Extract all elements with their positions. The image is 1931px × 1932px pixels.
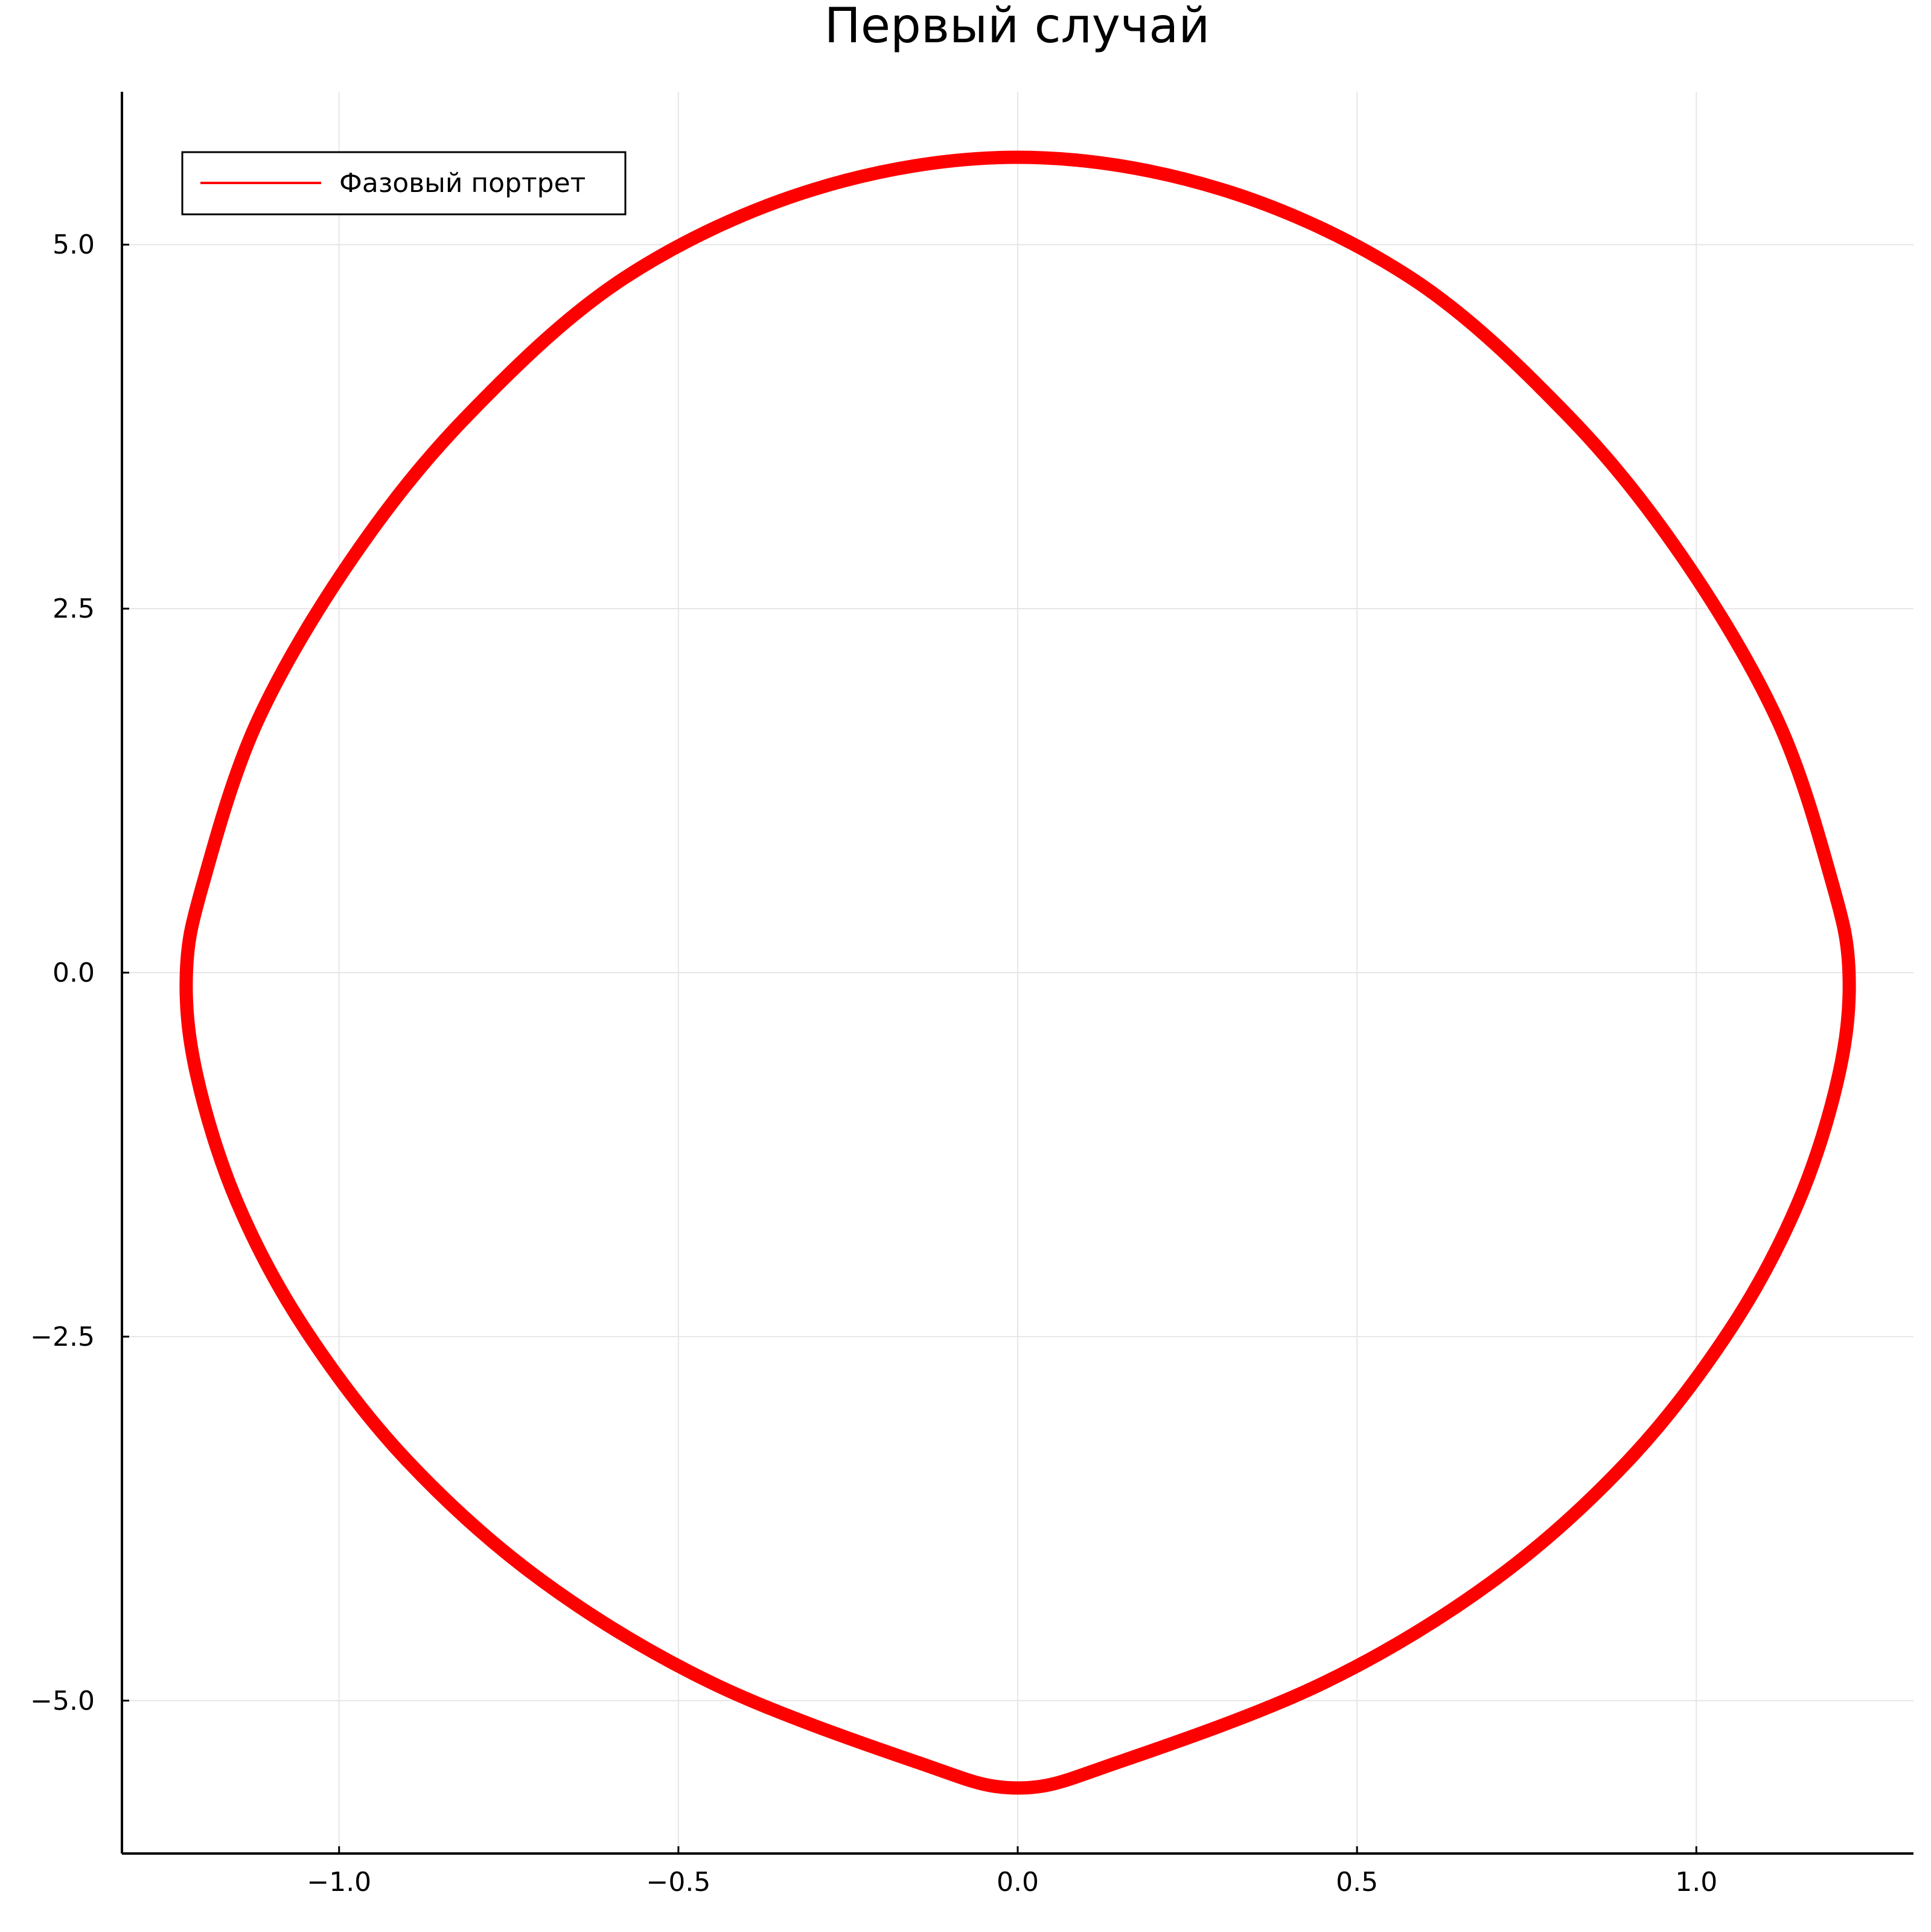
legend: Фазовый портрет	[181, 151, 627, 216]
y-tick-label: −2.5	[30, 1322, 95, 1352]
y-tick-label: −5.0	[30, 1686, 95, 1716]
x-tick-label: −0.5	[646, 1867, 710, 1898]
y-tick-label: 5.0	[53, 229, 95, 260]
x-tick-label: 0.0	[997, 1867, 1039, 1898]
y-tick-label: 0.0	[53, 958, 95, 988]
x-tick-label: −1.0	[307, 1867, 371, 1898]
y-tick-label: 2.5	[53, 593, 95, 624]
x-tick-label: 0.5	[1336, 1867, 1378, 1898]
legend-label: Фазовый портрет	[339, 168, 586, 199]
x-tick-label: 1.0	[1675, 1867, 1717, 1898]
chart-title: Первый случай	[825, 0, 1210, 54]
ticks: −1.0 −0.5 0.0 0.5 1.0 −5.0 −2.5 0.0 2.5 5.0	[30, 229, 1717, 1898]
series-line	[179, 150, 1856, 1795]
grid	[122, 92, 1913, 1854]
series-layer	[179, 150, 1856, 1795]
